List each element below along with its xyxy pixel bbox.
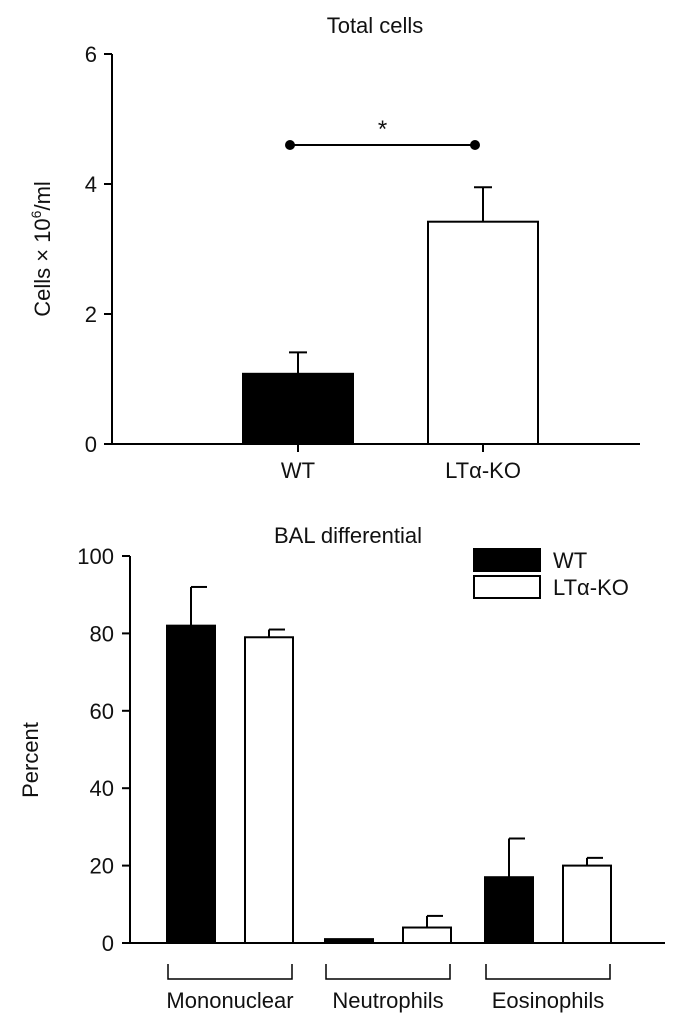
x-tick-label: WT <box>281 458 315 483</box>
x-tick-label: LTα-KO <box>445 458 521 483</box>
y-tick-label: 60 <box>90 699 114 724</box>
bar <box>324 938 374 945</box>
group-bracket <box>325 964 451 980</box>
y-tick-label: 0 <box>102 931 114 956</box>
y-tick-label: 80 <box>90 621 114 646</box>
x-group-label: Neutrophils <box>332 988 443 1013</box>
group-bracket <box>485 964 611 980</box>
y-tick-label: 4 <box>85 172 97 197</box>
bar <box>402 926 452 945</box>
legend-swatch <box>473 548 541 572</box>
y-tick-label: 0 <box>85 432 97 457</box>
total-cells-y-axis-label: Cells × 106/ml <box>28 181 55 317</box>
bar <box>166 624 216 944</box>
total-cells-title: Total cells <box>327 13 424 38</box>
bar <box>484 876 534 945</box>
bar <box>242 372 354 445</box>
group-bracket <box>167 964 293 980</box>
y-tick-label: 6 <box>85 42 97 67</box>
bal-differential-y-axis-label: Percent <box>18 722 43 798</box>
significance-dot <box>285 140 295 150</box>
x-group-label: Eosinophils <box>492 988 605 1013</box>
total-cells-chart: Total cells Cells × 106/ml 0 2 4 6 * WT LTα-… <box>28 13 640 483</box>
bar <box>562 864 612 944</box>
legend-swatch <box>473 575 541 599</box>
significance-label: * <box>378 116 387 143</box>
y-tick-label: 2 <box>85 302 97 327</box>
legend-label: LTα-KO <box>553 575 629 600</box>
legend-label: WT <box>553 548 587 573</box>
x-group-label: Mononuclear <box>166 988 293 1013</box>
significance-marker: * <box>285 116 480 150</box>
bar <box>427 220 539 445</box>
bal-differential-title: BAL differential <box>274 523 422 548</box>
bal-differential-chart: BAL differential Percent 0 20 40 60 80 100 Mo… <box>18 523 665 1013</box>
y-tick-label: 100 <box>77 544 114 569</box>
significance-dot <box>470 140 480 150</box>
y-tick-label: 20 <box>90 854 114 879</box>
bar <box>244 636 294 945</box>
y-tick-label: 40 <box>90 776 114 801</box>
